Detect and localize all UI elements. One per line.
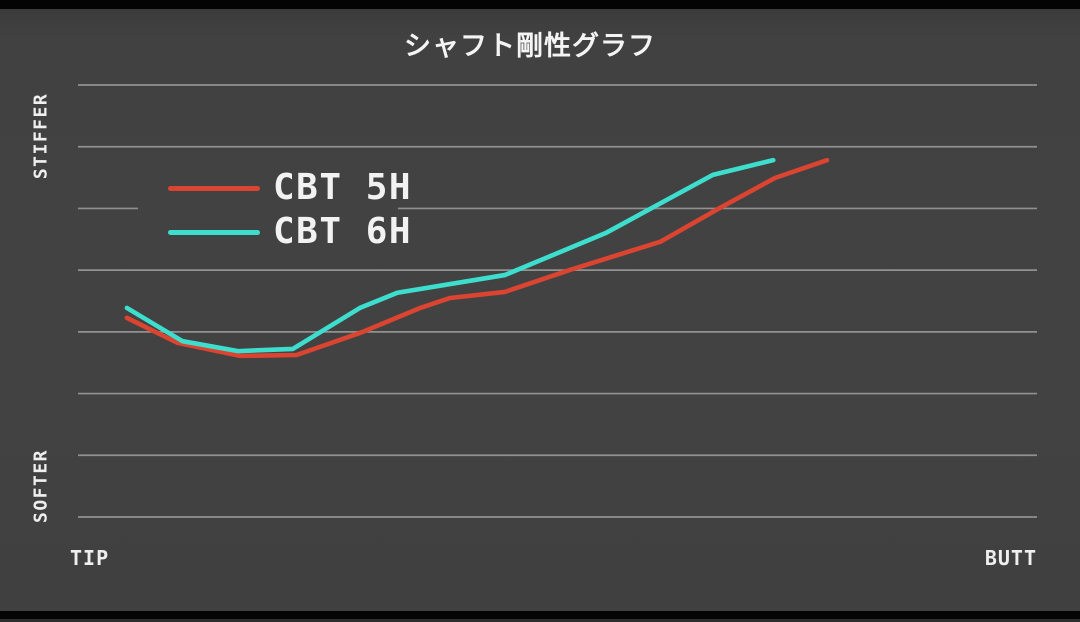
- legend-item-cbt-6h[interactable]: CBT 6H: [168, 214, 412, 250]
- chart-title: シャフト剛性グラフ: [404, 31, 656, 62]
- legend-label-cbt-5h: CBT 5H: [273, 167, 413, 208]
- letterbox-bottom-bar: [0, 611, 1080, 619]
- legend-label-cbt-6h: CBT 6H: [273, 211, 413, 252]
- y-axis-label-softer: SOFTER: [30, 448, 52, 524]
- letterbox-top-bar: [0, 0, 1080, 9]
- legend: CBT 5H CBT 6H: [168, 170, 412, 250]
- letterbox-bottom-edge: [0, 619, 1080, 622]
- series-line-cbt-5h: [124, 157, 830, 359]
- x-axis-label-butt: BUTT: [984, 546, 1037, 570]
- legend-line-swatch-cbt-5h: [168, 185, 260, 191]
- series-line-cbt-6h: [124, 157, 776, 354]
- legend-item-cbt-5h[interactable]: CBT 5H: [168, 170, 412, 206]
- legend-line-swatch-cbt-6h: [168, 229, 260, 235]
- x-axis-label-tip: TIP: [70, 546, 110, 570]
- y-axis-label-stiffer: STIFFER: [30, 92, 52, 180]
